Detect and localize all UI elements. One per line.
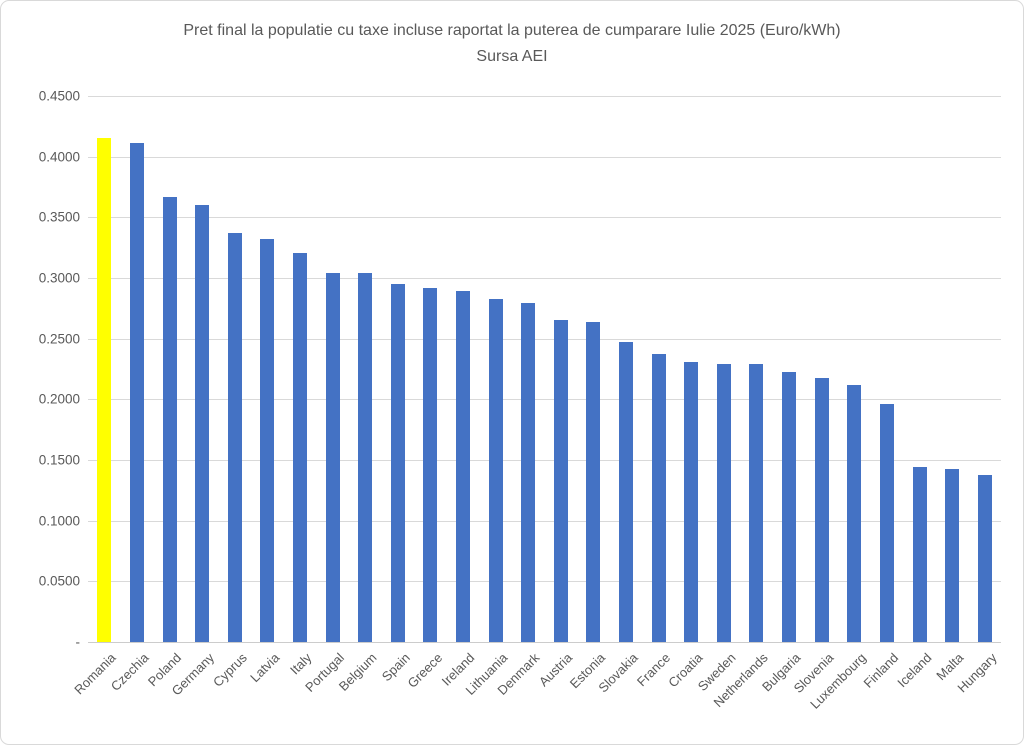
bar-slot bbox=[968, 96, 1001, 642]
category-label: France bbox=[634, 650, 674, 690]
bar-slot bbox=[218, 96, 251, 642]
bar-denmark[interactable] bbox=[521, 302, 536, 642]
bar-slot bbox=[414, 96, 447, 642]
bar-slot bbox=[545, 96, 578, 642]
chart-title: Pret final la populatie cu taxe incluse … bbox=[183, 22, 841, 39]
bar-slot bbox=[773, 96, 806, 642]
bar-slot bbox=[675, 96, 708, 642]
gridline bbox=[88, 520, 1001, 522]
category-label: Italy bbox=[287, 650, 315, 678]
gridline bbox=[88, 217, 1001, 219]
bar-greece[interactable] bbox=[423, 287, 438, 642]
y-axis-tick-label: 0.3000 bbox=[38, 270, 80, 286]
bars-layer bbox=[88, 96, 1001, 642]
category-label: Finland bbox=[860, 650, 902, 691]
y-axis-tick-label: 0.1000 bbox=[38, 513, 80, 529]
bar-finland[interactable] bbox=[879, 404, 894, 642]
bar-croatia[interactable] bbox=[684, 361, 699, 642]
y-axis-tick-label: 0.0500 bbox=[38, 573, 80, 589]
bar-slot bbox=[708, 96, 741, 642]
bar-slot bbox=[88, 96, 121, 642]
bar-slot bbox=[512, 96, 545, 642]
bar-portugal[interactable] bbox=[325, 273, 340, 642]
category-label: Iceland bbox=[893, 650, 935, 691]
chart-title-block: Pret final la populatie cu taxe incluse … bbox=[1, 18, 1023, 70]
y-axis-tick-label: 0.2500 bbox=[38, 331, 80, 347]
bar-poland[interactable] bbox=[162, 196, 177, 642]
y-axis-tick-label: 0.2000 bbox=[38, 391, 80, 407]
bar-lithuania[interactable] bbox=[488, 298, 503, 642]
bar-slot bbox=[838, 96, 871, 642]
bar-slot bbox=[153, 96, 186, 642]
y-axis-tick-label: - bbox=[75, 634, 81, 650]
bar-sweden[interactable] bbox=[716, 363, 731, 642]
y-axis-tick-label: 0.3500 bbox=[38, 209, 80, 225]
gridline bbox=[88, 338, 1001, 340]
bar-netherlands[interactable] bbox=[749, 363, 764, 642]
bar-czechia[interactable] bbox=[129, 143, 144, 642]
bar-slot bbox=[284, 96, 317, 642]
bar-slovenia[interactable] bbox=[814, 378, 829, 642]
bar-slot bbox=[251, 96, 284, 642]
y-axis-tick-label: 0.4000 bbox=[38, 149, 80, 165]
bar-hungary[interactable] bbox=[977, 474, 992, 642]
category-label: Latvia bbox=[246, 650, 282, 686]
y-axis-tick-label: 0.4500 bbox=[38, 88, 80, 104]
bar-slot bbox=[936, 96, 969, 642]
bar-cyprus[interactable] bbox=[227, 233, 242, 642]
bar-slot bbox=[871, 96, 904, 642]
bar-slot bbox=[186, 96, 219, 642]
bar-slot bbox=[642, 96, 675, 642]
gridline bbox=[88, 156, 1001, 158]
x-axis-labels: Romania Czechia Poland Germany Cyprus Latvia I… bbox=[72, 642, 1001, 742]
bar-austria[interactable] bbox=[553, 319, 568, 642]
bar-germany[interactable] bbox=[195, 205, 210, 642]
gridline bbox=[88, 581, 1001, 583]
x-axis-line bbox=[88, 642, 1001, 643]
bar-ireland[interactable] bbox=[456, 291, 470, 642]
bar-slot bbox=[121, 96, 154, 642]
category-label: Greece bbox=[404, 650, 445, 691]
bar-iceland[interactable] bbox=[912, 466, 927, 642]
bar-malta[interactable] bbox=[945, 468, 960, 642]
bar-slot bbox=[447, 96, 480, 642]
bar-slot bbox=[740, 96, 773, 642]
bar-slot bbox=[577, 96, 610, 642]
plot-area: 0.4500 0.4000 0.3500 0.3000 0.2500 0.2000 0.15… bbox=[39, 89, 1001, 712]
bar-spain[interactable] bbox=[390, 284, 405, 642]
bar-belgium[interactable] bbox=[358, 273, 373, 642]
bar-estonia[interactable] bbox=[586, 322, 601, 642]
y-axis-tick-label: 0.1500 bbox=[38, 452, 80, 468]
chart-subtitle: Sursa AEI bbox=[476, 48, 548, 65]
bar-slot bbox=[610, 96, 643, 642]
bar-bulgaria[interactable] bbox=[782, 372, 797, 642]
bar-slot bbox=[903, 96, 936, 642]
bar-slot bbox=[316, 96, 349, 642]
gridline bbox=[88, 278, 1001, 279]
gridline bbox=[88, 96, 1001, 97]
bar-romania[interactable] bbox=[97, 138, 112, 642]
gridline bbox=[88, 399, 1001, 401]
bar-france[interactable] bbox=[651, 354, 666, 642]
bar-slot bbox=[381, 96, 414, 642]
category-label: Romania bbox=[71, 650, 119, 698]
bar-slot bbox=[805, 96, 838, 642]
bar-italy[interactable] bbox=[292, 252, 307, 642]
category-label: Cyprus bbox=[209, 650, 250, 690]
bar-luxembourg[interactable] bbox=[847, 384, 862, 642]
bar-slot bbox=[479, 96, 512, 642]
gridline bbox=[88, 460, 1001, 461]
bar-latvia[interactable] bbox=[260, 239, 275, 642]
bar-slovakia[interactable] bbox=[619, 341, 634, 642]
bar-slot bbox=[349, 96, 382, 642]
